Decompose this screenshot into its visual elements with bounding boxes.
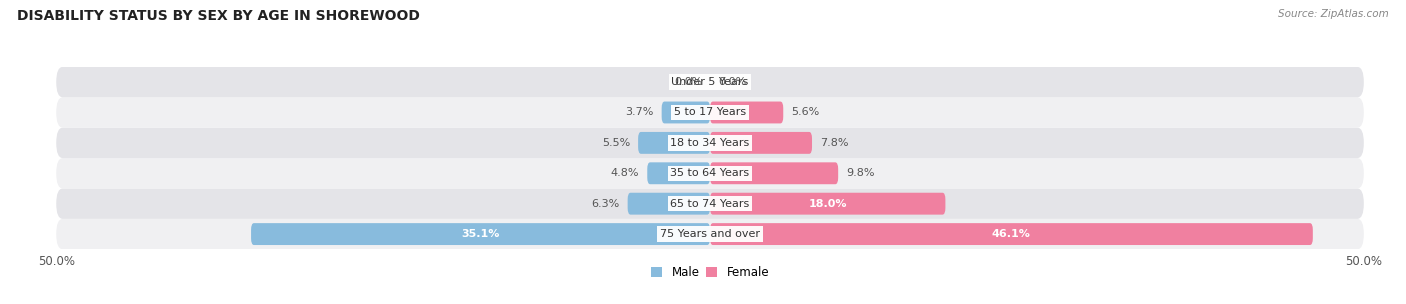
FancyBboxPatch shape <box>710 132 813 154</box>
Text: 5.6%: 5.6% <box>792 108 820 117</box>
Text: 46.1%: 46.1% <box>993 229 1031 239</box>
Text: 35 to 64 Years: 35 to 64 Years <box>671 168 749 178</box>
Text: Source: ZipAtlas.com: Source: ZipAtlas.com <box>1278 9 1389 19</box>
FancyBboxPatch shape <box>56 128 1364 158</box>
Text: 75 Years and over: 75 Years and over <box>659 229 761 239</box>
FancyBboxPatch shape <box>647 162 710 184</box>
Text: 4.8%: 4.8% <box>612 168 640 178</box>
Text: 18 to 34 Years: 18 to 34 Years <box>671 138 749 148</box>
Text: 0.0%: 0.0% <box>718 77 747 87</box>
FancyBboxPatch shape <box>710 162 838 184</box>
Text: 5 to 17 Years: 5 to 17 Years <box>673 108 747 117</box>
Text: 0.0%: 0.0% <box>673 77 702 87</box>
FancyBboxPatch shape <box>252 223 710 245</box>
FancyBboxPatch shape <box>710 193 945 215</box>
Text: 35.1%: 35.1% <box>461 229 499 239</box>
Legend: Male, Female: Male, Female <box>645 261 775 284</box>
FancyBboxPatch shape <box>710 223 1313 245</box>
Text: 9.8%: 9.8% <box>846 168 875 178</box>
Text: 6.3%: 6.3% <box>592 199 620 209</box>
FancyBboxPatch shape <box>56 219 1364 249</box>
FancyBboxPatch shape <box>56 67 1364 97</box>
Text: DISABILITY STATUS BY SEX BY AGE IN SHOREWOOD: DISABILITY STATUS BY SEX BY AGE IN SHORE… <box>17 9 420 23</box>
Text: 7.8%: 7.8% <box>820 138 848 148</box>
FancyBboxPatch shape <box>638 132 710 154</box>
Text: 18.0%: 18.0% <box>808 199 846 209</box>
FancyBboxPatch shape <box>710 102 783 123</box>
Text: 3.7%: 3.7% <box>626 108 654 117</box>
Text: 5.5%: 5.5% <box>602 138 630 148</box>
FancyBboxPatch shape <box>56 188 1364 219</box>
Text: 65 to 74 Years: 65 to 74 Years <box>671 199 749 209</box>
FancyBboxPatch shape <box>662 102 710 123</box>
FancyBboxPatch shape <box>56 158 1364 188</box>
FancyBboxPatch shape <box>627 193 710 215</box>
FancyBboxPatch shape <box>56 97 1364 128</box>
Text: Under 5 Years: Under 5 Years <box>672 77 748 87</box>
